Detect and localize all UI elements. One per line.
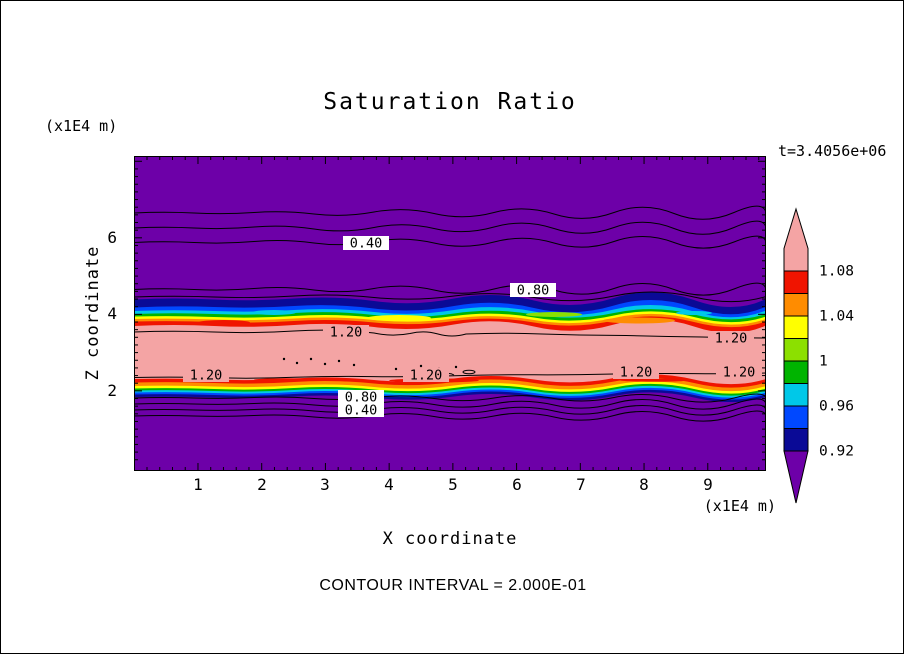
colorbar-tick-label-092: 0.92 [819,444,854,460]
chip-040-bottom [338,403,384,417]
contour-label-120-c: 1.20 [190,368,223,384]
x-tick-label-7: 7 [576,475,586,494]
contour-line-band-edge [134,291,766,303]
contour-line-bottom-4 [134,410,766,422]
contour-plot: 0.40 0.80 1.20 1.20 1.20 1.20 1.20 1.20 … [134,156,766,471]
contour-line-120-lower [134,372,766,379]
x-tick-label-3: 3 [320,475,330,494]
contour-line-top-1 [134,205,766,220]
x-tick-label-6: 6 [512,475,522,494]
patch-orange [603,317,675,324]
contour-line-120-upper [134,329,766,339]
plot-frame [134,156,766,471]
contour-label-040-bottom: 0.40 [345,403,378,419]
contour-label-120-b: 1.20 [715,331,748,347]
contour-label-120-a: 1.20 [330,325,363,341]
patch-red [198,320,250,325]
colorbar-tick-label-100: 1 [819,354,828,370]
contour-label-120-f: 1.20 [723,365,756,381]
chip-120-d [403,368,449,382]
x-tick-label-1: 1 [193,475,203,494]
colorbar-tick-label-104: 1.04 [819,309,854,325]
patch-green [526,312,582,317]
colorbar-segment-cyan [783,383,809,407]
contour-line-040-top [134,235,766,249]
chip-080-top [510,283,556,297]
colorbar: 1.08 1.04 1 0.96 0.92 [783,207,854,504]
colorbar-segment-pink [783,207,809,272]
contour-label-080-top: 0.80 [517,283,550,299]
colorbar-segment-blue [783,405,809,429]
x-tick-label-5: 5 [448,475,458,494]
colorbar-segment-red [783,270,809,294]
contour-line-080-bottom [134,393,766,403]
colorbar-segment-yellowgreen [783,338,809,362]
colorbar-segment-navy [783,428,809,452]
x-axis-unit: (x1E4 m) [703,497,776,515]
colorbar-segment-yellow [783,315,809,339]
chip-040-top [343,236,389,250]
contour-line-bottom-2 [134,398,766,410]
colorbar-segment-green [783,360,809,384]
chip-120-f [716,365,762,379]
band-lower-purple [134,392,766,471]
x-axis-title: X coordinate [382,529,518,549]
y-tick-label-6: 6 [107,228,117,247]
time-annotation: t=3.4056e+06 [778,142,887,160]
x-tick-label-4: 4 [384,475,394,494]
contour-island [462,369,476,375]
colorbar-segment-orange [783,293,809,317]
patch-yellow [367,315,431,321]
colorbar-tick-label-096: 0.96 [819,399,854,415]
contour-line-080-top [134,282,766,296]
chip-120-c [183,368,229,382]
chip-120-b [708,331,754,345]
y-tick-label-2: 2 [107,381,117,400]
contour-interval-note: CONTOUR INTERVAL = 2.000E-01 [319,577,587,594]
contour-label-040-top: 0.40 [350,236,383,252]
x-tick-label-9: 9 [703,475,713,494]
band-pink-core [134,319,766,388]
patch-cyan-2 [676,311,712,315]
chart-title: Saturation Ratio [323,89,577,115]
y-axis-unit: (x1E4 m) [45,117,118,135]
contour-label-080-bottom: 0.80 [345,390,378,406]
contour-label-chips [183,236,762,417]
colorbar-tick-label-108: 1.08 [819,264,854,280]
chip-120-e [613,365,659,379]
contour-line-top-2 [134,220,766,235]
chip-120-a [323,325,369,339]
chip-080-bottom [338,390,384,404]
contour-label-120-d: 1.20 [410,368,443,384]
x-tick-label-8: 8 [639,475,649,494]
patch-cyan [252,310,296,315]
y-tick-label-4: 4 [107,304,117,323]
patch-red-streak-3 [619,378,689,382]
contour-label-120-e: 1.20 [620,365,653,381]
x-tick-label-2: 2 [257,475,267,494]
patch-red-streak-2 [254,378,314,382]
colorbar-segment-purple [783,450,809,504]
contour-line-040-bottom [134,404,766,416]
